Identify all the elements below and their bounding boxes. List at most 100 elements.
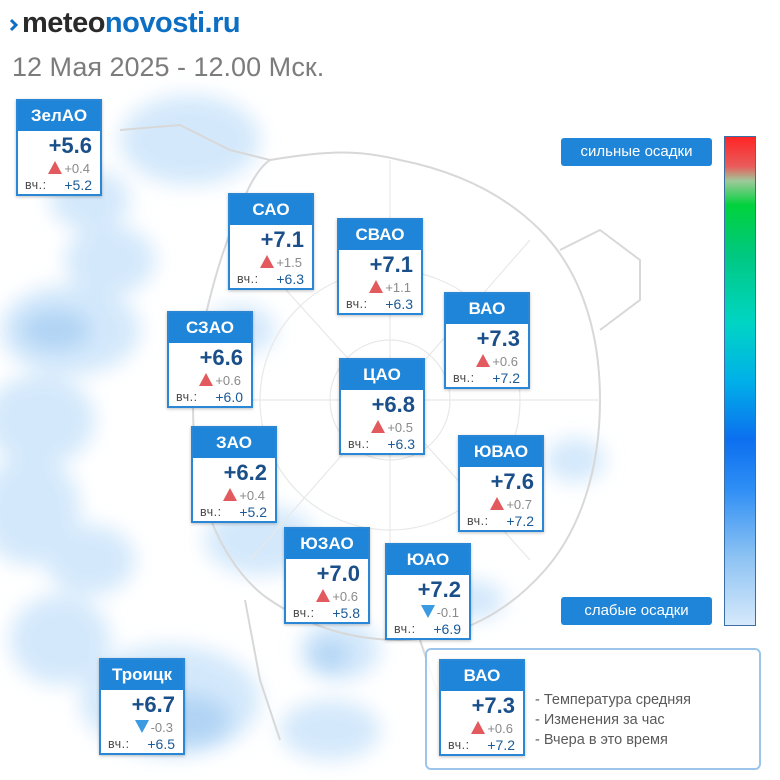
district-name: ВАО	[446, 294, 528, 324]
trend-up-icon	[476, 354, 491, 367]
district-card: СЗАО +6.6 +0.6 вч.: +6.0	[167, 311, 253, 408]
scale-label-light: слабые осадки	[561, 597, 712, 625]
hourly-change: +0.6	[199, 373, 241, 389]
hourly-change-value: +1.1	[385, 280, 411, 295]
yesterday-label: вч.:	[293, 606, 315, 620]
trend-up-icon	[199, 373, 214, 386]
trend-up-icon	[48, 161, 63, 174]
trend-down-icon	[134, 720, 149, 733]
district-name: ЗАО	[193, 428, 275, 458]
scale-label-heavy: сильные осадки	[561, 138, 712, 166]
yesterday-temperature: +6.5	[147, 736, 175, 752]
yesterday-temperature: +7.2	[506, 513, 534, 529]
yesterday-temperature: +6.9	[433, 621, 461, 637]
hourly-change-value: -0.3	[150, 720, 173, 735]
district-card: ЗАО +6.2 +0.4 вч.: +5.2	[191, 426, 277, 523]
yesterday-temperature: +6.3	[387, 436, 415, 452]
yesterday-label: вч.:	[467, 514, 489, 528]
forecast-datetime: 12 Мая 2025 - 12.00 Мск.	[12, 52, 325, 82]
yesterday-temperature: +6.3	[385, 296, 413, 312]
district-card: ЮАО +7.2 -0.1 вч.: +6.9	[385, 543, 471, 640]
hourly-change: +0.7	[490, 497, 532, 513]
district-name: ЗелАО	[18, 101, 100, 131]
district-card: ЗелАО +5.6 +0.4 вч.: +5.2	[16, 99, 102, 196]
district-temperature: +6.2	[223, 460, 267, 485]
hourly-change: -0.1	[420, 605, 459, 621]
legend-sample-card: ВАО +7.3 +0.6 вч.: +7.2	[439, 659, 525, 756]
district-card: САО +7.1 +1.5 вч.: +6.3	[228, 193, 314, 290]
district-card: Троицк +6.7 -0.3 вч.: +6.5	[99, 658, 185, 755]
hourly-change: +0.4	[223, 488, 265, 504]
yesterday-temperature: +6.3	[276, 271, 304, 287]
district-name: СЗАО	[169, 313, 251, 343]
district-temperature: +6.8	[371, 392, 415, 417]
logo-suffix: novosti.ru	[104, 7, 241, 39]
logo-mark-icon	[10, 18, 19, 32]
legend-sample-change: +0.6	[471, 721, 513, 737]
district-card: СВАО +7.1 +1.1 вч.: +6.3	[337, 218, 423, 315]
yesterday-label: вч.:	[346, 297, 368, 311]
trend-down-icon	[420, 605, 435, 618]
legend-sample-change-value: +0.6	[487, 721, 513, 736]
yesterday-label: вч.:	[200, 505, 222, 519]
district-temperature: +7.0	[316, 561, 360, 586]
district-card: ЦАО +6.8 +0.5 вч.: +6.3	[339, 358, 425, 455]
hourly-change-value: +0.6	[215, 373, 241, 388]
yesterday-temperature: +5.2	[64, 177, 92, 193]
hourly-change: +0.4	[48, 161, 90, 177]
logo-prefix: meteo	[22, 7, 105, 39]
hourly-change-value: +0.4	[239, 488, 265, 503]
yesterday-label: вч.:	[453, 371, 475, 385]
district-temperature: +7.1	[369, 252, 413, 277]
yesterday-temperature: +7.2	[492, 370, 520, 386]
trend-up-icon	[371, 420, 386, 433]
site-logo[interactable]: meteonovosti.ru	[10, 4, 241, 42]
yesterday-label: вч.:	[25, 178, 47, 192]
hourly-change-value: +0.4	[64, 161, 90, 176]
trend-up-icon	[223, 488, 238, 501]
legend-line-average: - Температура средняя	[535, 692, 691, 708]
hourly-change-value: +1.5	[276, 255, 302, 270]
district-card: ВАО +7.3 +0.6 вч.: +7.2	[444, 292, 530, 389]
district-temperature: +7.2	[417, 577, 461, 602]
yesterday-label: вч.:	[348, 437, 370, 451]
hourly-change-value: -0.1	[436, 605, 459, 620]
hourly-change-value: +0.6	[332, 589, 358, 604]
hourly-change-value: +0.6	[492, 354, 518, 369]
legend-sample-temperature: +7.3	[471, 693, 515, 718]
yesterday-label: вч.:	[108, 737, 130, 751]
district-card: ЮЗАО +7.0 +0.6 вч.: +5.8	[284, 527, 370, 624]
yesterday-temperature: +6.0	[215, 389, 243, 405]
hourly-change-value: +0.7	[506, 497, 532, 512]
district-temperature: +7.3	[476, 326, 520, 351]
trend-up-icon	[260, 255, 275, 268]
hourly-change: -0.3	[134, 720, 173, 736]
district-card: ЮВАО +7.6 +0.7 вч.: +7.2	[458, 435, 544, 532]
hourly-change: +0.6	[316, 589, 358, 605]
district-name: ЮАО	[387, 545, 469, 575]
trend-up-icon	[471, 721, 486, 734]
yesterday-label: вч.:	[237, 272, 259, 286]
district-name: САО	[230, 195, 312, 225]
legend-descriptions: - Температура средняя - Изменения за час…	[535, 690, 691, 750]
precipitation-scale-bar	[724, 136, 756, 626]
hourly-change: +0.5	[371, 420, 413, 436]
legend-line-yesterday: - Вчера в это время	[535, 732, 668, 748]
yesterday-temperature: +5.2	[239, 504, 267, 520]
district-name: ЦАО	[341, 360, 423, 390]
hourly-change: +1.5	[260, 255, 302, 271]
district-name: ЮЗАО	[286, 529, 368, 559]
district-temperature: +5.6	[48, 133, 92, 158]
hourly-change: +0.6	[476, 354, 518, 370]
yesterday-label: вч.:	[394, 622, 416, 636]
district-name: СВАО	[339, 220, 421, 250]
trend-up-icon	[369, 280, 384, 293]
yesterday-temperature: +5.8	[332, 605, 360, 621]
legend-line-hourly-change: - Изменения за час	[535, 712, 665, 728]
district-temperature: +6.7	[131, 692, 175, 717]
district-temperature: +7.1	[260, 227, 304, 252]
district-temperature: +6.6	[199, 345, 243, 370]
district-temperature: +7.6	[490, 469, 534, 494]
district-name: ЮВАО	[460, 437, 542, 467]
